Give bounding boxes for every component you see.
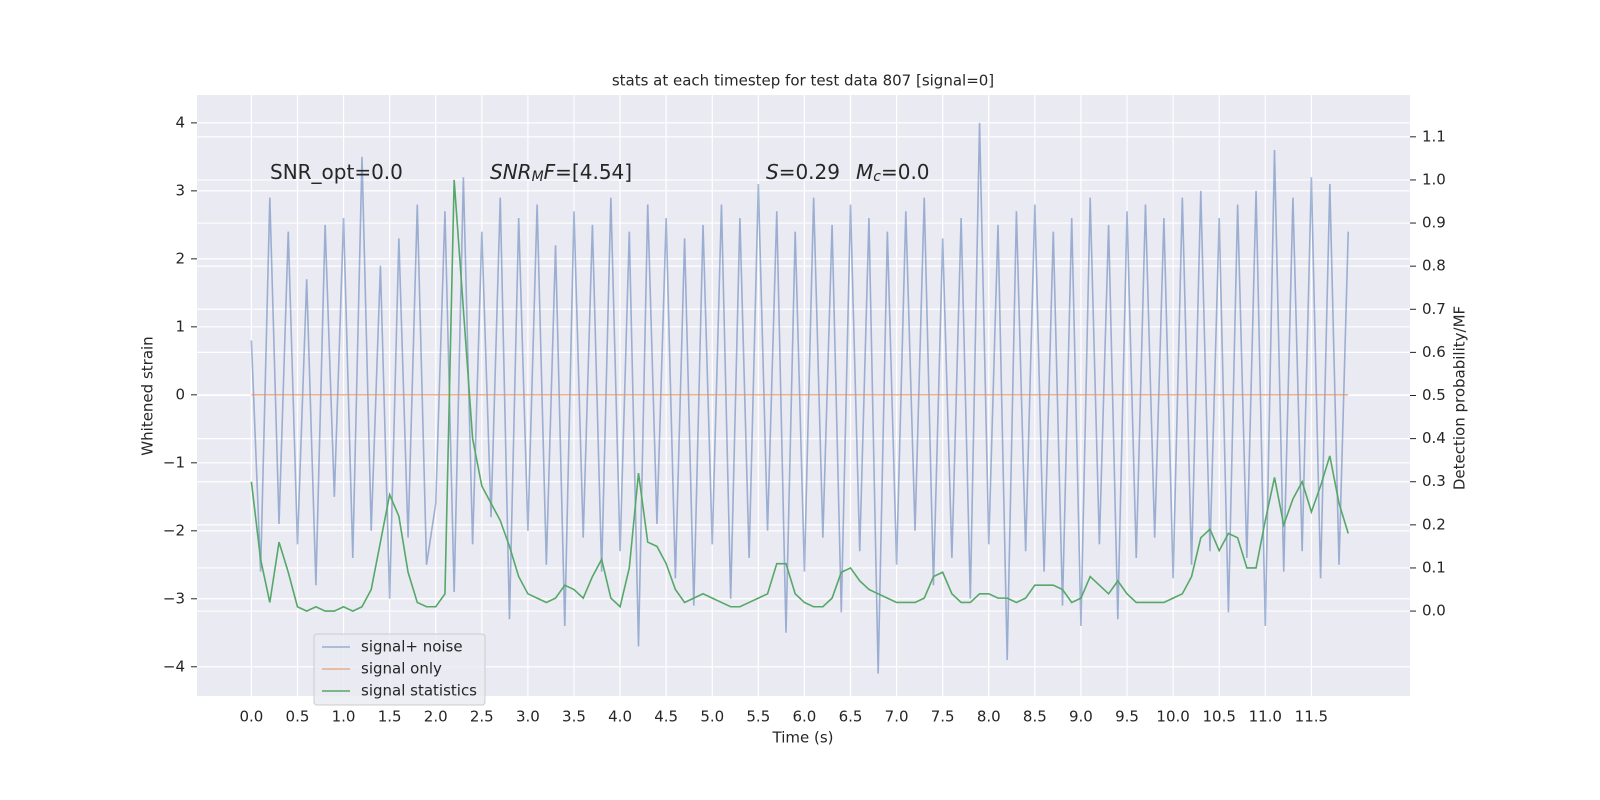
legend-label: signal only [361,660,442,678]
annotation-part: =0.0 [881,160,930,184]
annotation-part: M [856,160,873,184]
x-tick-label: 9.5 [1115,708,1139,726]
y2-tick-label: 0.0 [1422,602,1446,620]
marks [250,122,1350,674]
y-tick-label: −2 [163,521,185,539]
x-tick-label: 0.5 [286,708,310,726]
annotation-part: =[4.54] [555,160,632,184]
y2-tick-label: 0.4 [1422,429,1446,447]
y2-tick-label: 0.6 [1422,343,1446,361]
x-tick-label: 11.0 [1249,708,1282,726]
annotation-part: =0.29 [779,160,840,184]
y2-tick-label: 0.8 [1422,257,1446,275]
legend-box [313,633,486,706]
x-tick-label: 1.0 [332,708,356,726]
y-tick-label: −3 [163,589,185,607]
x-tick-label: 5.5 [746,708,770,726]
y-tick-label: 3 [175,181,185,199]
x-tick-label: 3.0 [516,708,540,726]
x-tick-label: 10.0 [1156,708,1189,726]
y2-tick-label: 0.7 [1422,300,1446,318]
annotation-part: F [544,160,556,184]
x-tick-label: 8.0 [977,708,1001,726]
y2-tick-label: 0.1 [1422,558,1446,576]
x-tick-label: 0.0 [239,708,263,726]
x-tick-label: 6.0 [792,708,816,726]
y2-tick-label: 1.1 [1422,127,1446,145]
x-tick-label: 2.5 [470,708,494,726]
y-tick-label: −4 [163,657,185,675]
x-tick-label: 7.0 [885,708,909,726]
annotation: S=0.29 Mc=0.0 [766,160,930,186]
x-tick-label: 9.0 [1069,708,1093,726]
x-tick-label: 10.5 [1202,708,1235,726]
annotation: SNRMF=[4.54] [490,160,632,186]
legend-label: signal statistics [361,682,477,700]
x-tick-label: 5.0 [700,708,724,726]
labels: 0.0 0.5 1.0 1.5 2.0 2.5 3.0 3.5 4.0 4.5 5.0 5.5 6.0 6… [163,113,1446,725]
annotation-part: S [766,160,779,184]
line-series [250,179,1350,612]
y2-tick-label: 1.0 [1422,170,1446,188]
x-tick-label: 4.5 [654,708,678,726]
y2-tick-label: 0.2 [1422,515,1446,533]
x-tick-label: 8.5 [1023,708,1047,726]
y-tick-label: 0 [175,385,185,403]
line-series [250,122,1350,674]
x-tick-label: 7.5 [931,708,955,726]
y-tick-label: 4 [175,113,185,131]
y2-tick-label: 0.3 [1422,472,1446,490]
y-axis-label: Whitened strain [139,336,157,455]
x-tick-label: 11.5 [1295,708,1328,726]
annotation-part: c [873,169,881,185]
annotation-part: M [532,169,544,185]
chart-title: stats at each timestep for test data 807… [612,72,994,90]
x-tick-label: 6.5 [839,708,863,726]
y2-axis-label: Detection probability/MF [1451,306,1469,490]
legend-label: signal+ noise [361,638,463,656]
annotation: SNR_opt=0.0 [270,160,403,184]
x-tick-label: 4.0 [608,708,632,726]
x-axis-label: Time (s) [772,729,834,747]
y2-tick-label: 0.5 [1422,386,1446,404]
y-tick-label: −1 [163,453,185,471]
y2-tick-label: 0.9 [1422,214,1446,232]
annotation-part: SNR [490,160,532,184]
y-tick-label: 1 [175,317,185,335]
x-tick-label: 1.5 [378,708,402,726]
x-tick-label: 2.0 [424,708,448,726]
y-tick-label: 2 [175,249,185,267]
annotation-part: SNR_opt=0.0 [270,160,403,184]
x-tick-label: 3.5 [562,708,586,726]
